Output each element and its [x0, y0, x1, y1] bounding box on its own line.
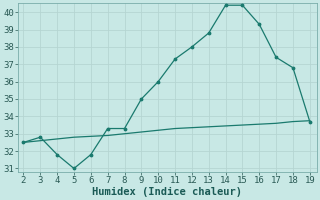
X-axis label: Humidex (Indice chaleur): Humidex (Indice chaleur) [92, 186, 243, 197]
